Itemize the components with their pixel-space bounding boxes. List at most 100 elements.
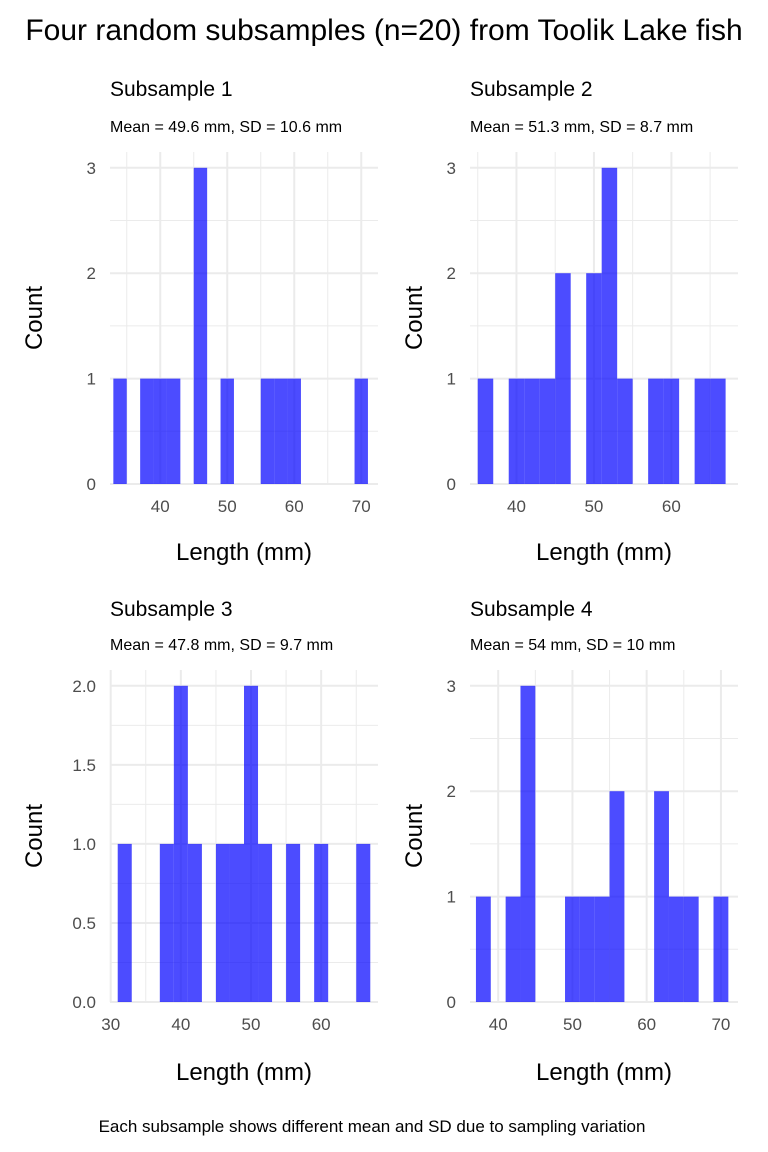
- histogram-bar: [520, 685, 536, 1002]
- histogram-bar: [153, 378, 167, 484]
- histogram-bar: [565, 896, 580, 1002]
- y-axis-label: Count: [401, 286, 428, 350]
- y-tick-label: 1: [447, 370, 456, 389]
- y-tick-label: 3: [447, 159, 456, 178]
- y-tick-label: 2: [87, 264, 96, 283]
- histogram-bar: [356, 843, 371, 1002]
- histogram-bar: [286, 843, 301, 1002]
- y-tick-label: 0: [447, 993, 456, 1012]
- x-tick-label: 70: [711, 1015, 730, 1034]
- y-axis-label: Count: [401, 804, 428, 868]
- panel-subtitle: Mean = 47.8 mm, SD = 9.7 mm: [110, 637, 333, 654]
- panels: 40 50 60 70 0 1 2 3 Subsample 1 Mean = 49.6 mm, S…: [21, 78, 738, 1086]
- y-tick-label: 3: [447, 677, 456, 696]
- histogram-bar: [260, 378, 275, 484]
- panel-1: 40 50 60 70 0 1 2 3 Subsample 1 Mean = 49.6 mm, S…: [21, 78, 378, 566]
- histogram-bar: [654, 791, 669, 1002]
- histogram-bar: [668, 896, 684, 1002]
- histogram-bar: [508, 378, 525, 484]
- histogram-bar: [166, 378, 181, 484]
- x-tick-label: 50: [242, 1015, 261, 1034]
- histogram-bar: [586, 273, 602, 484]
- x-tick-label: 40: [151, 497, 170, 516]
- histogram-bar: [159, 843, 174, 1002]
- x-tick-label: 60: [662, 497, 681, 516]
- histogram-bar: [220, 378, 234, 484]
- figure-caption: Each subsample shows different mean and …: [99, 1117, 646, 1136]
- histogram-bar: [187, 843, 202, 1002]
- histogram-bar: [539, 378, 556, 484]
- histogram-bar: [140, 378, 154, 484]
- y-tick-label: 1.0: [72, 835, 96, 854]
- panel-3: 30 40 50 60 0.0 0.5 1.0 1.5 2.0 Subsample 3 Mean =…: [21, 598, 378, 1086]
- panel-2: 40 50 60 0 1 2 3 Subsample 2 Mean = 51.3 mm, SD …: [401, 78, 738, 566]
- histogram-bar: [663, 378, 680, 484]
- y-axis-label: Count: [21, 804, 48, 868]
- histogram-bar: [117, 843, 132, 1002]
- histogram-bar: [648, 378, 664, 484]
- panel-subtitle: Mean = 54 mm, SD = 10 mm: [470, 637, 675, 654]
- y-axis-label: Count: [21, 286, 48, 350]
- x-tick-label: 50: [218, 497, 237, 516]
- histogram-bar: [354, 378, 368, 484]
- y-tick-label: 1: [87, 370, 96, 389]
- panel-title: Subsample 1: [110, 78, 233, 101]
- histogram-bar: [609, 791, 625, 1002]
- histogram-bar: [601, 167, 618, 485]
- y-tick-label: 2.0: [72, 677, 96, 696]
- histogram-bar: [713, 896, 729, 1002]
- x-axis-label: Length (mm): [536, 1059, 672, 1086]
- y-tick-label: 1: [447, 888, 456, 907]
- x-tick-label: 40: [489, 1015, 508, 1034]
- histogram-bar: [287, 378, 301, 484]
- panel-title: Subsample 3: [110, 598, 233, 621]
- panel-4: 40 50 60 70 0 1 2 3 Subsample 4 Mean = 54 mm, SD …: [401, 598, 738, 1086]
- histogram-bar: [193, 167, 208, 485]
- y-tick-label: 0.0: [72, 993, 96, 1012]
- figure-title: Four random subsamples (n=20) from Tooli…: [25, 14, 742, 47]
- y-tick-label: 0.5: [72, 914, 96, 933]
- histogram-bar: [215, 843, 230, 1002]
- panel-subtitle: Mean = 49.6 mm, SD = 10.6 mm: [110, 119, 342, 136]
- y-tick-label: 2: [447, 782, 456, 801]
- histogram-bar: [244, 685, 259, 1002]
- x-axis-label: Length (mm): [536, 539, 672, 566]
- panel-title: Subsample 2: [470, 78, 593, 101]
- histogram-bar: [555, 273, 571, 484]
- histogram-bar: [258, 843, 273, 1002]
- y-tick-label: 1.5: [72, 756, 96, 775]
- histogram-bar: [524, 378, 540, 484]
- histogram-bar: [229, 843, 244, 1002]
- y-tick-label: 3: [87, 159, 96, 178]
- x-tick-label: 40: [171, 1015, 190, 1034]
- histogram-bar: [475, 896, 491, 1002]
- histogram-bar: [683, 896, 699, 1002]
- x-tick-label: 40: [507, 497, 526, 516]
- histogram-bar: [505, 896, 521, 1002]
- x-tick-label: 60: [285, 497, 304, 516]
- x-tick-label: 30: [101, 1015, 120, 1034]
- x-axis-label: Length (mm): [176, 539, 312, 566]
- histogram-bar: [710, 378, 726, 484]
- x-axis-label: Length (mm): [176, 1059, 312, 1086]
- histogram-bar: [173, 685, 188, 1002]
- y-tick-label: 0: [87, 475, 96, 494]
- x-tick-label: 50: [584, 497, 603, 516]
- histogram-bar: [113, 378, 127, 484]
- histogram-bar: [617, 378, 633, 484]
- panel-subtitle: Mean = 51.3 mm, SD = 8.7 mm: [470, 119, 693, 136]
- histogram-bar: [477, 378, 494, 484]
- histogram-bar: [579, 896, 595, 1002]
- histogram-bar: [594, 896, 610, 1002]
- x-tick-label: 60: [637, 1015, 656, 1034]
- histogram-bar: [314, 843, 329, 1002]
- panel-title: Subsample 4: [470, 598, 593, 621]
- x-tick-label: 60: [312, 1015, 331, 1034]
- histogram-bar: [274, 378, 288, 484]
- x-tick-label: 50: [563, 1015, 582, 1034]
- x-tick-label: 70: [352, 497, 371, 516]
- y-tick-label: 2: [447, 264, 456, 283]
- histogram-bar: [694, 378, 711, 484]
- y-tick-label: 0: [447, 475, 456, 494]
